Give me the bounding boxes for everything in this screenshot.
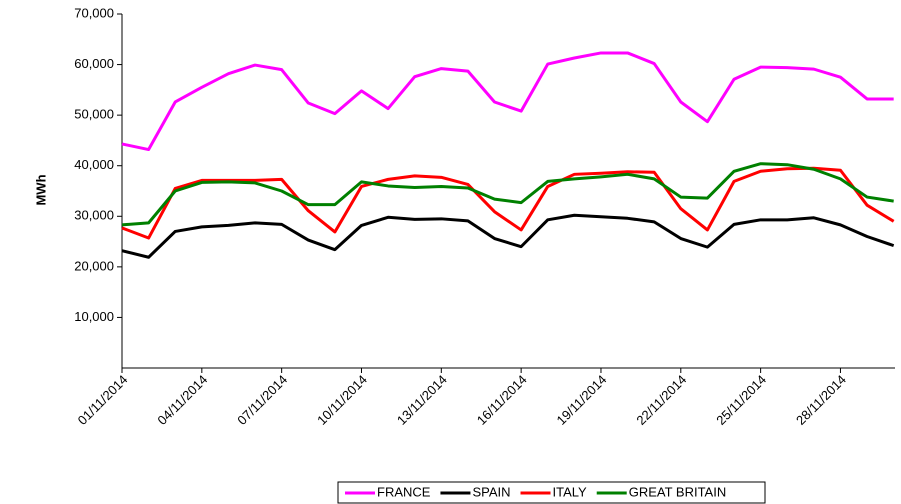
- series-line: [121, 162, 894, 227]
- y-tick-label: 70,000: [74, 5, 114, 20]
- x-tick-label: 16/11/2014: [474, 372, 530, 428]
- x-tick-label: 25/11/2014: [713, 372, 769, 428]
- x-tick-label: 01/11/2014: [75, 372, 131, 428]
- y-tick-label: 40,000: [74, 157, 114, 172]
- x-tick-label: 13/11/2014: [394, 372, 450, 428]
- y-tick-label: 10,000: [74, 309, 114, 324]
- y-axis-label: MWh: [33, 174, 48, 205]
- legend-label: GREAT BRITAIN: [629, 484, 727, 499]
- y-tick-label: 50,000: [74, 107, 114, 122]
- x-tick-label: 28/11/2014: [793, 372, 849, 428]
- y-tick-label: 20,000: [74, 258, 114, 273]
- y-tick-label: 30,000: [74, 208, 114, 223]
- x-tick-label: 04/11/2014: [154, 372, 210, 428]
- legend-label: SPAIN: [472, 484, 510, 499]
- series-line: [121, 51, 894, 152]
- legend-box: [337, 481, 766, 504]
- series-line: [121, 213, 895, 259]
- series-line: [121, 166, 895, 240]
- y-tick-label: 60,000: [74, 56, 114, 71]
- x-tick-label: 07/11/2014: [234, 372, 290, 428]
- legend-label: ITALY: [553, 484, 588, 499]
- legend-label: FRANCE: [377, 484, 431, 499]
- x-tick-label: 10/11/2014: [314, 372, 370, 428]
- x-tick-label: 19/11/2014: [554, 372, 610, 428]
- x-tick-label: 22/11/2014: [633, 372, 689, 428]
